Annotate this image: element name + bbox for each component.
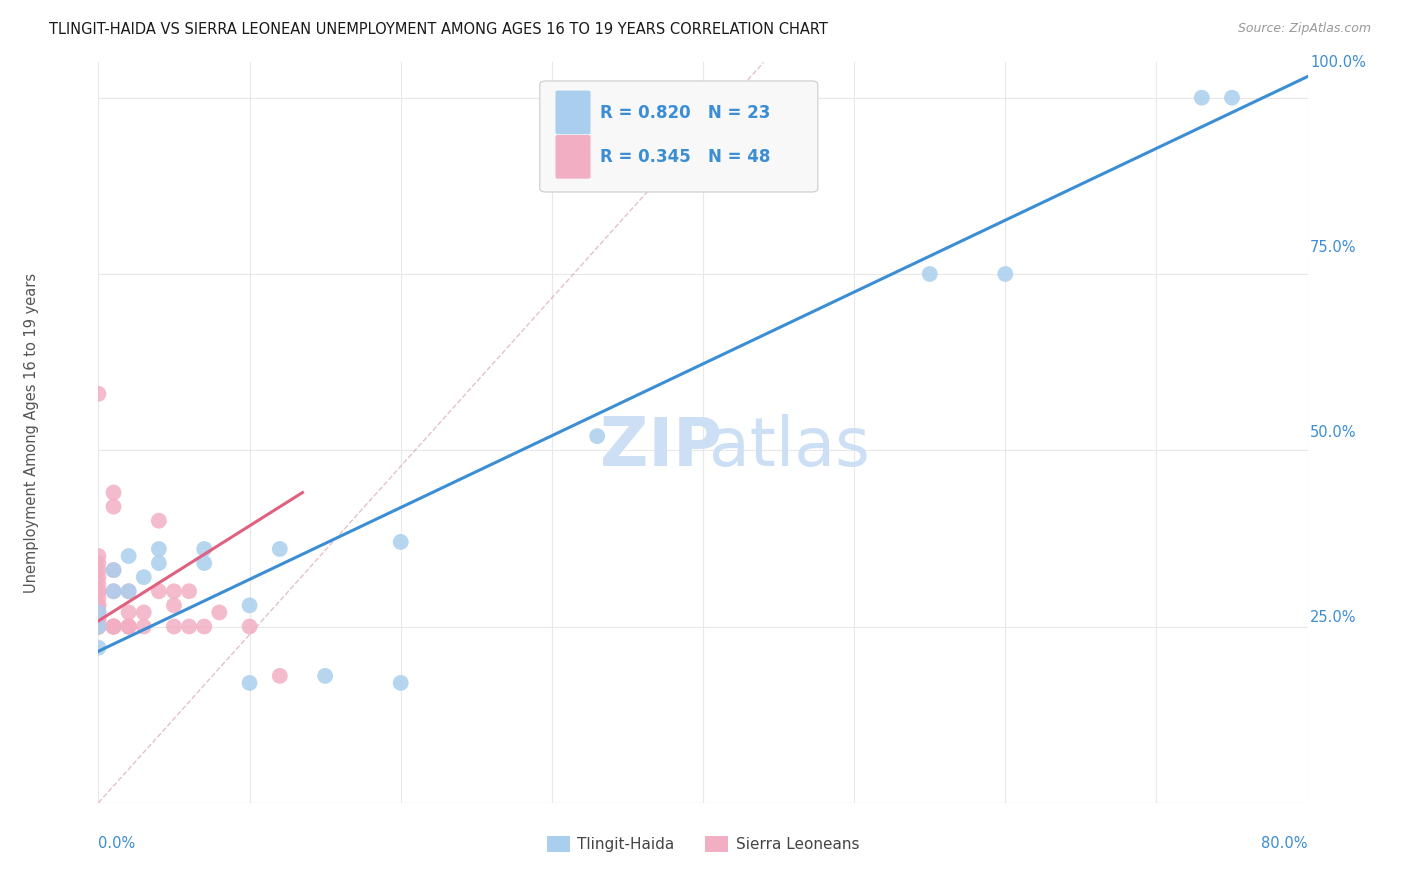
Text: 25.0%: 25.0%	[1310, 610, 1357, 625]
Text: R = 0.345   N = 48: R = 0.345 N = 48	[600, 148, 770, 166]
Text: 100.0%: 100.0%	[1310, 55, 1365, 70]
Point	[87, 549, 110, 563]
FancyBboxPatch shape	[555, 91, 591, 135]
Point	[389, 676, 412, 690]
Point	[87, 599, 110, 613]
Point	[148, 541, 170, 556]
Point	[994, 267, 1017, 281]
Point	[118, 606, 141, 620]
Point	[193, 556, 215, 570]
Point	[118, 619, 141, 633]
Point	[87, 577, 110, 591]
Point	[87, 606, 110, 620]
Point	[87, 612, 110, 626]
Point	[103, 584, 125, 599]
Point	[177, 584, 201, 599]
FancyBboxPatch shape	[555, 135, 591, 178]
Text: Source: ZipAtlas.com: Source: ZipAtlas.com	[1237, 22, 1371, 36]
Point	[87, 640, 110, 655]
Point	[239, 599, 262, 613]
Point	[239, 676, 262, 690]
Point	[87, 570, 110, 584]
Text: R = 0.820   N = 23: R = 0.820 N = 23	[600, 103, 770, 122]
Point	[118, 619, 141, 633]
Point	[87, 387, 110, 401]
Text: Unemployment Among Ages 16 to 19 years: Unemployment Among Ages 16 to 19 years	[24, 273, 39, 592]
Text: 0.0%: 0.0%	[98, 836, 135, 851]
Point	[118, 584, 141, 599]
Text: 75.0%: 75.0%	[1310, 240, 1357, 255]
Point	[163, 584, 186, 599]
Point	[87, 606, 110, 620]
Point	[239, 619, 262, 633]
Text: ZIP: ZIP	[600, 415, 723, 481]
Point	[103, 619, 125, 633]
Point	[87, 584, 110, 599]
Point	[103, 500, 125, 514]
Point	[87, 556, 110, 570]
Point	[87, 619, 110, 633]
Text: 80.0%: 80.0%	[1261, 836, 1308, 851]
Point	[87, 619, 110, 633]
Point	[87, 619, 110, 633]
Point	[103, 619, 125, 633]
Point	[87, 619, 110, 633]
Point	[148, 556, 170, 570]
Point	[1220, 91, 1243, 105]
Point	[132, 570, 155, 584]
Point	[118, 584, 141, 599]
Point	[918, 267, 941, 281]
Point	[87, 619, 110, 633]
Point	[103, 563, 125, 577]
Point	[1191, 91, 1213, 105]
Text: atlas: atlas	[709, 415, 870, 481]
Point	[87, 606, 110, 620]
Point	[132, 619, 155, 633]
Point	[103, 619, 125, 633]
Point	[118, 619, 141, 633]
Point	[103, 584, 125, 599]
Point	[148, 584, 170, 599]
FancyBboxPatch shape	[540, 81, 818, 192]
Point	[208, 606, 231, 620]
Point	[389, 535, 412, 549]
Point	[87, 584, 110, 599]
Point	[118, 549, 141, 563]
Point	[103, 563, 125, 577]
Point	[103, 619, 125, 633]
Point	[314, 669, 336, 683]
Point	[269, 669, 291, 683]
Point	[87, 619, 110, 633]
Point	[132, 606, 155, 620]
Text: TLINGIT-HAIDA VS SIERRA LEONEAN UNEMPLOYMENT AMONG AGES 16 TO 19 YEARS CORRELATI: TLINGIT-HAIDA VS SIERRA LEONEAN UNEMPLOY…	[49, 22, 828, 37]
Point	[87, 619, 110, 633]
Point	[87, 612, 110, 626]
Point	[269, 541, 291, 556]
Point	[586, 429, 609, 443]
Point	[163, 599, 186, 613]
Legend: Tlingit-Haida, Sierra Leoneans: Tlingit-Haida, Sierra Leoneans	[541, 830, 865, 858]
Text: 50.0%: 50.0%	[1310, 425, 1357, 440]
Point	[193, 541, 215, 556]
Point	[87, 591, 110, 606]
Point	[177, 619, 201, 633]
Point	[87, 563, 110, 577]
Point	[103, 485, 125, 500]
Point	[87, 599, 110, 613]
Point	[163, 619, 186, 633]
Point	[193, 619, 215, 633]
Point	[148, 514, 170, 528]
Point	[103, 619, 125, 633]
